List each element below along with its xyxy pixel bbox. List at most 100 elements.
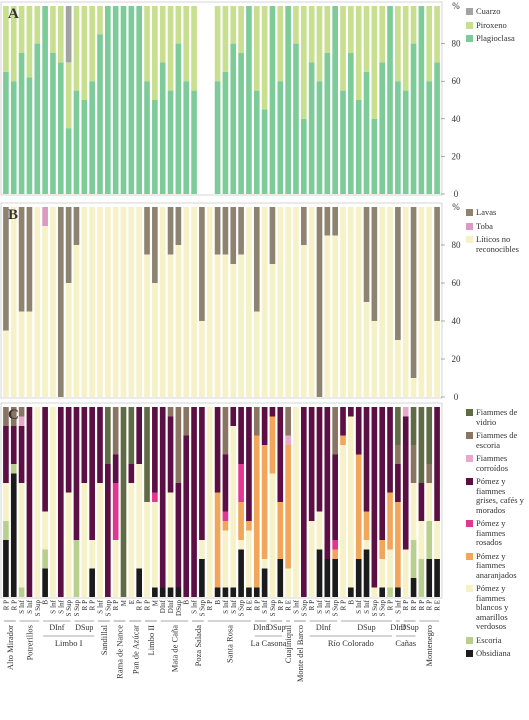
bar-segment [434, 559, 440, 597]
bar-segment [183, 435, 190, 597]
bar-segment [324, 6, 331, 53]
bar-segment [395, 340, 401, 397]
bar-segment [26, 77, 33, 194]
bar-segment [285, 568, 291, 597]
bar-segment [348, 407, 354, 417]
x-tick-label: S Sup [238, 600, 246, 617]
bar-segment [89, 207, 95, 397]
bar-segment [253, 311, 260, 397]
bar-segment [50, 6, 56, 53]
bar-segment [144, 407, 150, 502]
group-label: Pan de Azúcar [130, 625, 140, 674]
bar-segment [395, 207, 401, 340]
bar-segment [246, 6, 252, 194]
bar-segment [316, 207, 323, 397]
bar-segment [105, 464, 111, 597]
bar-segment [379, 6, 386, 63]
bar-segment [418, 521, 425, 559]
bar-segment [426, 521, 433, 559]
bar-segment [293, 43, 299, 194]
legend-swatch [466, 209, 473, 216]
x-tick-label: M [151, 599, 159, 606]
legend-entry: Pómez y fiammes blancos y amarillos verd… [466, 583, 528, 632]
bar-segment [340, 207, 346, 397]
x-tick-label: R P [277, 600, 285, 610]
x-tick-label: R P [10, 600, 18, 610]
bar-segment [418, 6, 425, 194]
bar-segment [206, 407, 213, 597]
panel-label: C [8, 407, 19, 423]
y-tick-label: 80 [452, 240, 462, 250]
legend-entry: Lavas [466, 207, 528, 218]
bar-segment [434, 321, 440, 397]
bar-segment [50, 207, 56, 397]
bar-segment [230, 426, 237, 588]
bar-segment [65, 407, 72, 493]
bar-segment [402, 6, 409, 91]
bar-segment [144, 502, 150, 597]
legend-swatch [466, 520, 473, 527]
bar-segment [434, 207, 440, 321]
bar-segment [144, 81, 150, 194]
x-tick-label: S Inf [49, 599, 57, 613]
bar-segment [222, 407, 229, 455]
bar-segment [285, 407, 291, 436]
bar-segment [50, 407, 56, 597]
bar-segment [199, 540, 205, 559]
bar-segment [410, 207, 417, 378]
bar-segment [136, 207, 143, 397]
bar-segment [434, 407, 440, 521]
bar-segment [34, 43, 41, 194]
legend: Lavas Toba Líticos no reconocibles [466, 207, 528, 258]
bar-segment [10, 407, 17, 426]
bar-segment [175, 407, 182, 483]
bar-segment [214, 407, 221, 493]
legend-swatch [466, 432, 473, 439]
bar-segment [112, 207, 119, 397]
bar-segment [3, 407, 9, 426]
panel-frame [0, 1, 443, 196]
bar-segment [395, 81, 401, 194]
bar-segment [395, 464, 401, 502]
bar-segment [332, 549, 338, 559]
bar-segment [332, 6, 338, 194]
bar-segment [355, 6, 362, 100]
y-tick-label: 40 [452, 316, 462, 326]
group-label: Monte del Barco [295, 625, 305, 682]
bar-segment [348, 587, 354, 597]
bar-segment [348, 53, 354, 194]
bar-segment [159, 62, 166, 195]
bar-segment [222, 454, 229, 512]
bar-segment [418, 407, 425, 483]
bar-segment [246, 530, 252, 588]
bar-segment [238, 254, 244, 397]
bar-segment [238, 53, 244, 194]
bar-segment [285, 435, 291, 445]
bar-segment [42, 226, 48, 397]
bar-segment [277, 502, 284, 559]
bar-segment [10, 473, 17, 597]
bar-segment [410, 540, 417, 578]
legend-swatch [466, 8, 473, 15]
bar-segment [136, 407, 143, 464]
bar-segment [230, 6, 237, 44]
bar-segment [136, 6, 143, 194]
bar-segment [3, 207, 9, 331]
y-tick-label: 40 [452, 114, 462, 124]
x-tick-label: B [183, 600, 191, 605]
bar-segment [175, 245, 182, 397]
bar-segment [269, 6, 276, 194]
bar-segment [65, 128, 72, 194]
legend-label: Toba [476, 220, 493, 231]
bar-segment [434, 62, 440, 195]
bar-segment [355, 407, 362, 455]
bar-segment [18, 311, 25, 397]
bar-segment [152, 502, 158, 588]
bar-segment [3, 521, 9, 540]
x-tick-label: S Inf [222, 599, 230, 613]
bar-segment [105, 6, 111, 194]
group-label: Alto Mirador [5, 625, 15, 670]
bar-segment [128, 6, 135, 194]
legend-label: Fiammes corroídos [476, 453, 509, 473]
